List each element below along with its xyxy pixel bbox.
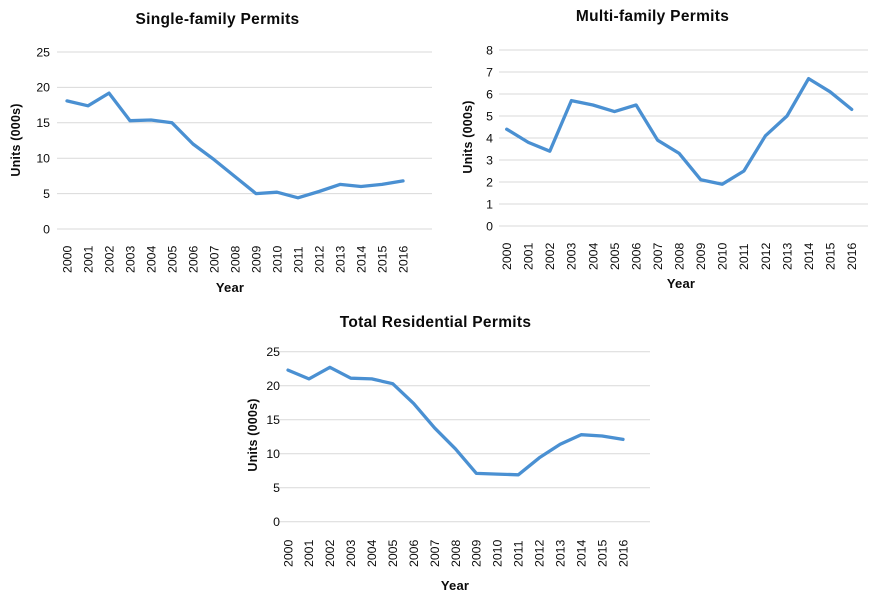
series-line — [505, 76, 854, 186]
y-tick-label: 10 — [36, 152, 50, 166]
y-tick-label: 5 — [43, 187, 50, 201]
y-tick-label: 20 — [36, 81, 50, 95]
y-tick-label: 5 — [273, 481, 280, 495]
x-tick-label: 2014 — [574, 539, 588, 567]
x-axis-title: Year — [440, 578, 470, 593]
y-tick-label: 0 — [43, 222, 50, 236]
x-tick-label: 2011 — [291, 246, 305, 273]
x-tick-label: 2011 — [737, 243, 751, 270]
x-tick-label: 2013 — [780, 242, 794, 270]
y-tick-label: 6 — [486, 87, 493, 101]
x-tick-label: 2005 — [386, 539, 400, 567]
x-tick-label: 2010 — [270, 245, 284, 273]
y-axis-title: Units (000s) — [246, 398, 260, 472]
series-line — [286, 365, 625, 477]
x-tick-label: 2003 — [123, 245, 137, 273]
x-tick-label: 2008 — [228, 245, 242, 273]
x-tick-label: 2016 — [616, 539, 630, 567]
x-tick-label: 2003 — [565, 242, 579, 270]
x-tick-label: 2002 — [543, 242, 557, 270]
x-axis-title: Year — [666, 276, 696, 291]
multi-family-plot-area: 0 1 2 3 4 5 6 7 8 2000 2001 2002 2003 2004 2005 2006 200… — [486, 43, 868, 270]
single-family-plot-area: 0 5 10 15 20 25 2000 2001 2002 2003 2004 2005 2006 20… — [36, 45, 432, 273]
x-tick-label: 2001 — [522, 242, 536, 270]
x-tick-label: 2001 — [302, 539, 316, 567]
x-tick-label: 2002 — [323, 539, 337, 567]
x-tick-label: 2016 — [845, 242, 859, 270]
y-axis-title: Units (000s) — [9, 103, 23, 177]
y-tick-label: 25 — [36, 45, 50, 59]
y-tick-label: 15 — [36, 116, 50, 130]
y-tick-label: 0 — [486, 219, 493, 233]
x-tick-label: 2015 — [595, 539, 609, 567]
x-tick-label: 2004 — [144, 245, 158, 273]
chart-single-family-permits: 0 5 10 15 20 25 2000 2001 2002 2003 2004 2005 2006 20… — [0, 0, 435, 300]
x-tick-label: 2010 — [491, 539, 505, 567]
x-tick-label: 2008 — [673, 242, 687, 270]
y-axis-title: Units (000s) — [461, 100, 475, 174]
x-tick-label: 2009 — [249, 245, 263, 273]
y-tick-label: 20 — [266, 379, 280, 393]
x-tick-label: 2012 — [312, 245, 326, 273]
x-tick-label: 2004 — [365, 539, 379, 567]
x-tick-label: 2015 — [375, 245, 389, 273]
y-tick-label: 0 — [273, 515, 280, 529]
x-tick-label: 2000 — [60, 245, 74, 273]
y-tick-label: 15 — [266, 413, 280, 427]
x-tick-label: 2016 — [396, 245, 410, 273]
x-tick-label: 2013 — [333, 245, 347, 273]
x-tick-label: 2010 — [716, 242, 730, 270]
x-tick-label: 2004 — [586, 242, 600, 270]
x-tick-label: 2005 — [608, 242, 622, 270]
chart-multi-family-permits: 0 1 2 3 4 5 6 7 8 2000 2001 2002 2003 2004 2005 2006 200… — [435, 0, 870, 300]
x-tick-label: 2006 — [186, 245, 200, 273]
series-line — [65, 91, 405, 200]
y-tick-label: 5 — [486, 109, 493, 123]
x-tick-label: 2007 — [428, 539, 442, 567]
y-tick-label: 7 — [486, 65, 493, 79]
x-tick-label: 2000 — [500, 242, 514, 270]
x-tick-label: 2007 — [207, 245, 221, 273]
chart-title: Multi-family Permits — [575, 8, 730, 25]
y-tick-label: 25 — [266, 345, 280, 359]
x-tick-label: 2002 — [102, 245, 116, 273]
x-tick-label: 2015 — [823, 242, 837, 270]
y-tick-label: 8 — [486, 43, 493, 57]
chart-total-residential-permits: 0 5 10 15 20 25 2000 2001 2002 2003 2004 2005 2006 20… — [218, 300, 653, 599]
y-tick-label: 10 — [266, 447, 280, 461]
chart-title: Single-family Permits — [135, 11, 300, 28]
x-tick-label: 2012 — [533, 539, 547, 567]
x-tick-label: 2013 — [554, 539, 568, 567]
y-tick-label: 3 — [486, 153, 493, 167]
chart-title: Total Residential Permits — [339, 314, 532, 331]
x-tick-label: 2007 — [651, 242, 665, 270]
x-tick-label: 2014 — [354, 245, 368, 273]
x-tick-label: 2000 — [281, 539, 295, 567]
y-tick-label: 1 — [486, 197, 493, 211]
y-tick-label: 2 — [486, 175, 493, 189]
total-residential-plot-area: 0 5 10 15 20 25 2000 2001 2002 2003 2004 2005 2006 20… — [266, 345, 650, 567]
x-tick-label: 2006 — [629, 242, 643, 270]
x-tick-label: 2003 — [344, 539, 358, 567]
x-tick-label: 2001 — [81, 245, 95, 273]
x-tick-label: 2014 — [802, 242, 816, 270]
x-axis-title: Year — [215, 280, 245, 295]
x-tick-label: 2012 — [759, 242, 773, 270]
x-tick-label: 2009 — [694, 242, 708, 270]
x-tick-label: 2005 — [165, 245, 179, 273]
x-tick-label: 2008 — [449, 539, 463, 567]
y-tick-label: 4 — [486, 131, 493, 145]
x-tick-label: 2011 — [512, 540, 526, 567]
x-tick-label: 2006 — [407, 539, 421, 567]
x-tick-label: 2009 — [470, 539, 484, 567]
